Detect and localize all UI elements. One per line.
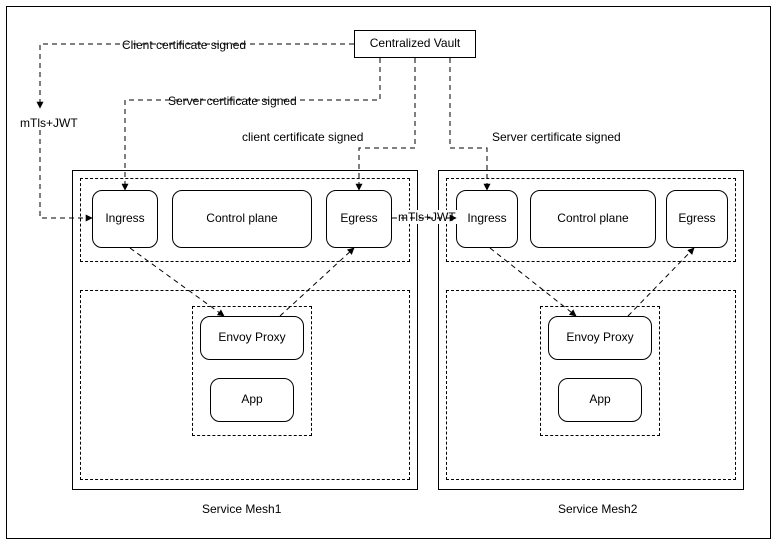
mesh2-caption: Service Mesh2 [556, 502, 639, 516]
mesh1-app: App [210, 378, 294, 422]
vault-label: Centralized Vault [370, 37, 461, 50]
mesh1-caption: Service Mesh1 [200, 502, 283, 516]
vault-node: Centralized Vault [354, 30, 476, 58]
mesh2-egress: Egress [666, 190, 728, 248]
mesh1-egress: Egress [326, 190, 392, 248]
label-server-cert-left: Server certificate signed [166, 94, 299, 108]
label-server-cert-right: Server certificate signed [490, 130, 623, 144]
mesh1-app-label: App [241, 393, 262, 406]
label-mtls-left: mTls+JWT [18, 116, 80, 130]
mesh2-app-label: App [589, 393, 610, 406]
mesh2-app: App [558, 378, 642, 422]
mesh1-control-plane-label: Control plane [206, 212, 277, 225]
mesh2-egress-label: Egress [678, 212, 715, 225]
mesh2-envoy-label: Envoy Proxy [566, 331, 633, 344]
mesh1-envoy: Envoy Proxy [200, 316, 304, 360]
label-client-cert-mid: client certificate signed [240, 130, 365, 144]
mesh2-ingress-label: Ingress [467, 212, 506, 225]
mesh1-ingress: Ingress [92, 190, 158, 248]
diagram-stage: Centralized Vault Ingress Control plane … [0, 0, 777, 545]
mesh2-control-plane-label: Control plane [557, 212, 628, 225]
label-client-cert-top: Client certificate signed [120, 38, 248, 52]
mesh1-egress-label: Egress [340, 212, 377, 225]
mesh2-envoy: Envoy Proxy [548, 316, 652, 360]
mesh2-control-plane: Control plane [530, 190, 656, 248]
mesh1-control-plane: Control plane [172, 190, 312, 248]
mesh2-ingress: Ingress [456, 190, 518, 248]
mesh1-ingress-label: Ingress [105, 212, 144, 225]
mesh1-envoy-label: Envoy Proxy [218, 331, 285, 344]
label-mtls-mid: mTls+JWT [396, 210, 458, 224]
